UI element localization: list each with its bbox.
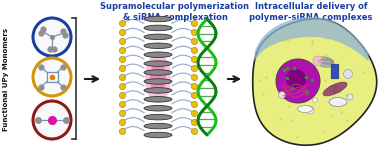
Ellipse shape [316,57,334,67]
Text: Intracellular delivery of
polymer-siRNA complexes: Intracellular delivery of polymer-siRNA … [249,2,373,22]
Ellipse shape [144,106,172,111]
Ellipse shape [144,34,172,40]
Ellipse shape [150,62,166,94]
Circle shape [347,94,353,100]
Circle shape [306,106,314,114]
Circle shape [33,18,71,56]
Ellipse shape [144,123,172,129]
Ellipse shape [144,43,172,49]
Polygon shape [254,17,369,62]
Polygon shape [253,19,377,145]
Ellipse shape [297,106,313,113]
Ellipse shape [144,25,172,31]
Circle shape [276,59,320,103]
Circle shape [344,70,353,78]
Ellipse shape [144,79,172,84]
Circle shape [313,56,323,66]
Ellipse shape [323,82,347,96]
Text: Functional UPy Monomers: Functional UPy Monomers [3,27,9,131]
Ellipse shape [145,53,171,103]
Circle shape [286,69,306,89]
Ellipse shape [144,16,172,22]
FancyBboxPatch shape [331,64,339,79]
Ellipse shape [329,97,347,106]
Ellipse shape [144,132,172,138]
Circle shape [313,97,318,103]
Ellipse shape [144,114,172,120]
Ellipse shape [144,88,172,93]
Text: Supramolecular polymerization
& siRNA complexation: Supramolecular polymerization & siRNA co… [101,2,249,22]
Ellipse shape [144,97,172,102]
Ellipse shape [144,61,172,66]
Ellipse shape [144,70,172,75]
Circle shape [279,92,285,98]
Ellipse shape [144,52,172,57]
Circle shape [33,101,71,139]
Circle shape [33,58,71,96]
